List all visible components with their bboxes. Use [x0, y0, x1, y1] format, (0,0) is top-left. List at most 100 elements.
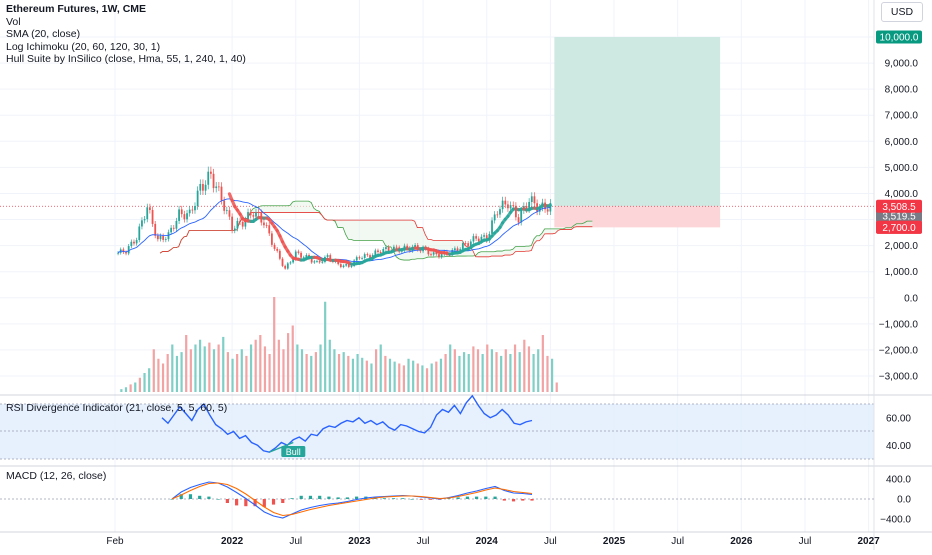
candle-body — [343, 266, 345, 267]
chart-legend: Ethereum Futures, 1W, CME Vol SMA (20, c… — [6, 3, 246, 66]
macd-tick-label: 400.0 — [886, 475, 911, 486]
time-tick-label: Jul — [289, 536, 302, 547]
volume-bar — [134, 383, 136, 393]
price-tick-label: 0.0 — [904, 293, 918, 304]
candle-body — [218, 186, 220, 187]
candle-body — [213, 174, 215, 188]
macd-histogram-bar — [401, 498, 404, 499]
time-tick-label: 2022 — [221, 536, 244, 547]
candle-body — [327, 255, 329, 257]
macd-histogram-bar — [475, 497, 478, 499]
candle-body — [361, 258, 363, 259]
volume-bar — [162, 364, 164, 393]
candle-body — [154, 224, 156, 236]
volume-bar — [380, 345, 382, 393]
volume-bar — [315, 352, 317, 392]
candle-body — [504, 201, 506, 205]
candle-body — [157, 236, 159, 239]
macd-histogram-bar — [198, 496, 201, 499]
volume-bar — [482, 354, 484, 392]
candle-body — [531, 196, 533, 202]
candle-body — [494, 214, 496, 220]
volume-bar — [343, 352, 345, 392]
price-label-text: 3,508.5 — [882, 202, 916, 213]
price-tick-label: 8,000.0 — [885, 85, 919, 96]
volume-bar — [176, 356, 178, 392]
volume-bar — [556, 383, 558, 393]
candle-body — [356, 257, 358, 260]
volume-bar — [296, 345, 298, 393]
volume-bar — [199, 340, 201, 392]
candle-body — [276, 249, 278, 251]
price-tick-label: −1,000.0 — [879, 319, 919, 330]
hull-segment — [548, 205, 551, 206]
volume-bar — [218, 345, 220, 393]
macd-tick-label: 0.0 — [897, 495, 911, 506]
volume-bar — [477, 349, 479, 392]
volume-bar — [407, 359, 409, 392]
rsi-tick-label: 40.00 — [886, 441, 911, 452]
volume-bar — [329, 340, 331, 392]
candle-body — [496, 214, 498, 215]
candle-body — [380, 252, 382, 253]
candle-body — [130, 242, 132, 246]
candle-body — [366, 254, 368, 255]
currency-button[interactable]: USD — [881, 2, 923, 22]
volume-bar — [454, 349, 456, 392]
candle-body — [229, 210, 231, 216]
volume-bar — [384, 356, 386, 392]
volume-bar — [278, 340, 280, 392]
candle-body — [534, 196, 536, 203]
candle-body — [252, 215, 254, 216]
candle-body — [475, 236, 477, 239]
candle-body — [210, 172, 212, 174]
volume-bar — [236, 354, 238, 392]
macd-pane-title: MACD (12, 26, close) — [6, 470, 106, 482]
candle-body — [351, 266, 353, 267]
candle-body — [173, 228, 175, 229]
time-tick-label: Jul — [671, 536, 684, 547]
candle-body — [388, 247, 390, 251]
candle-body — [133, 242, 135, 244]
candle-body — [242, 222, 244, 227]
candle-body — [176, 221, 178, 229]
candle-body — [518, 217, 520, 222]
time-tick-label: Feb — [106, 536, 124, 547]
candle-body — [237, 221, 239, 229]
volume-bar — [204, 346, 206, 392]
candle-body — [207, 172, 209, 185]
volume-bar — [264, 346, 266, 392]
legend-line-sma: SMA (20, close) — [6, 28, 246, 41]
candle-body — [223, 201, 225, 211]
macd-histogram-bar — [226, 499, 229, 503]
price-tick-label: 9,000.0 — [885, 59, 919, 70]
volume-bar — [301, 349, 303, 392]
volume-bar — [394, 362, 396, 392]
time-tick-label: 2025 — [603, 536, 626, 547]
volume-bar — [273, 297, 275, 392]
volume-bar — [509, 354, 511, 392]
price-tick-label: 2,000.0 — [885, 241, 919, 252]
target-zone — [554, 37, 720, 206]
candle-body — [483, 235, 485, 237]
volume-bar — [468, 354, 470, 392]
time-tick-label: 2024 — [476, 536, 499, 547]
candle-body — [178, 209, 180, 221]
volume-bar — [222, 337, 224, 392]
candle-body — [149, 207, 151, 210]
volume-bar — [259, 335, 261, 392]
volume-bar — [361, 358, 363, 392]
candle-body — [231, 217, 233, 231]
candle-body — [454, 248, 456, 250]
volume-bar — [130, 384, 132, 392]
chart-marks: 10,000.09,000.08,000.07,000.06,000.05,00… — [0, 31, 922, 548]
candle-body — [377, 251, 379, 253]
volume-bar — [333, 349, 335, 392]
macd-histogram-bar — [189, 494, 192, 499]
time-tick-label: Jul — [544, 536, 557, 547]
volume-bar — [356, 354, 358, 392]
volume-bar — [306, 354, 308, 392]
candle-body — [215, 186, 217, 188]
